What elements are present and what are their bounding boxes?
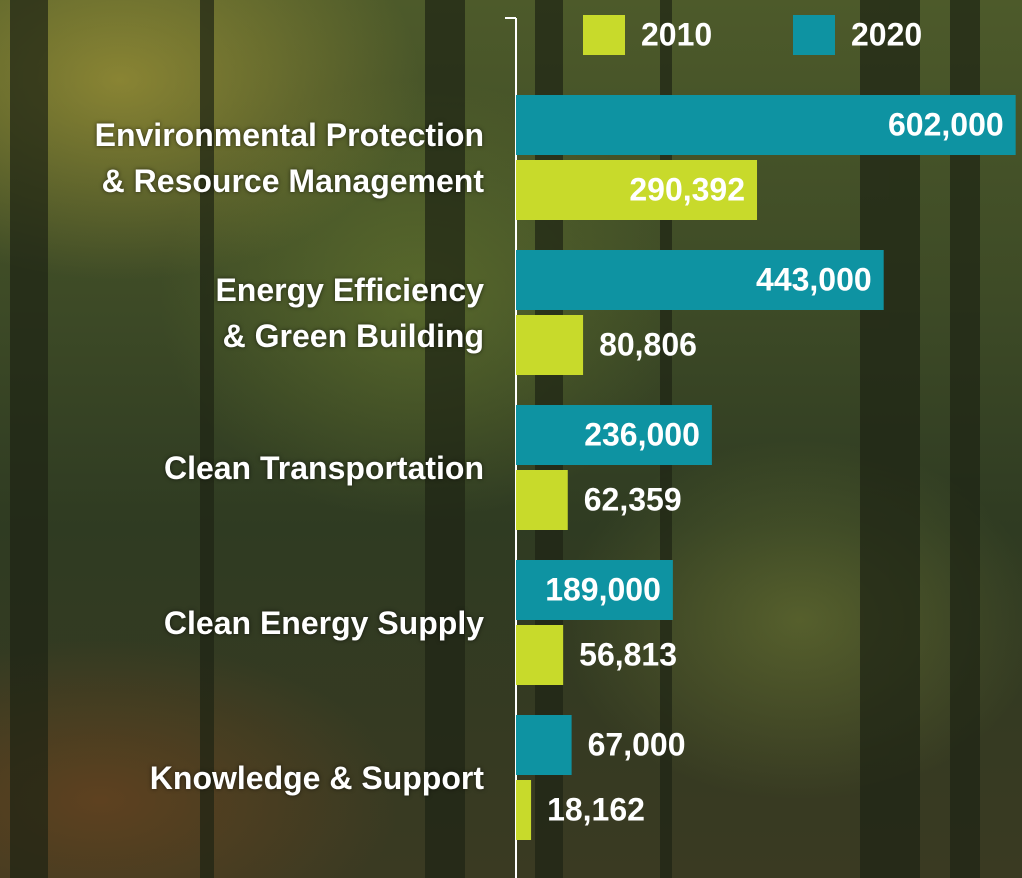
bar [516,625,564,685]
bar [516,405,712,465]
bar [516,160,758,220]
bar [516,470,568,530]
value-label: 189,000 [545,571,661,607]
category-label: Environmental Protection & Resource Mana… [94,116,484,199]
bar [516,560,673,620]
category-label: Energy Efficiency & Green Building [215,271,484,354]
legend-label: 2010 [641,16,712,52]
bar [516,780,532,840]
value-label: 602,000 [888,106,1004,142]
legend-swatch [793,15,835,55]
category-label: Clean Transportation [163,449,484,486]
bar [516,715,572,775]
value-label: 62,359 [584,481,682,517]
value-label: 56,813 [579,636,677,672]
value-label: 18,162 [547,791,645,827]
value-label: 80,806 [599,326,697,362]
bar [516,315,584,375]
bar [516,250,884,310]
bar [516,95,1016,155]
category-label: Knowledge & Support [149,759,484,796]
value-label: 236,000 [584,416,700,452]
category-label: Clean Energy Supply [163,604,484,641]
value-label: 443,000 [756,261,872,297]
legend-swatch [583,15,625,55]
legend-label: 2020 [851,16,922,52]
value-label: 67,000 [588,726,686,762]
value-label: 290,392 [629,171,745,207]
